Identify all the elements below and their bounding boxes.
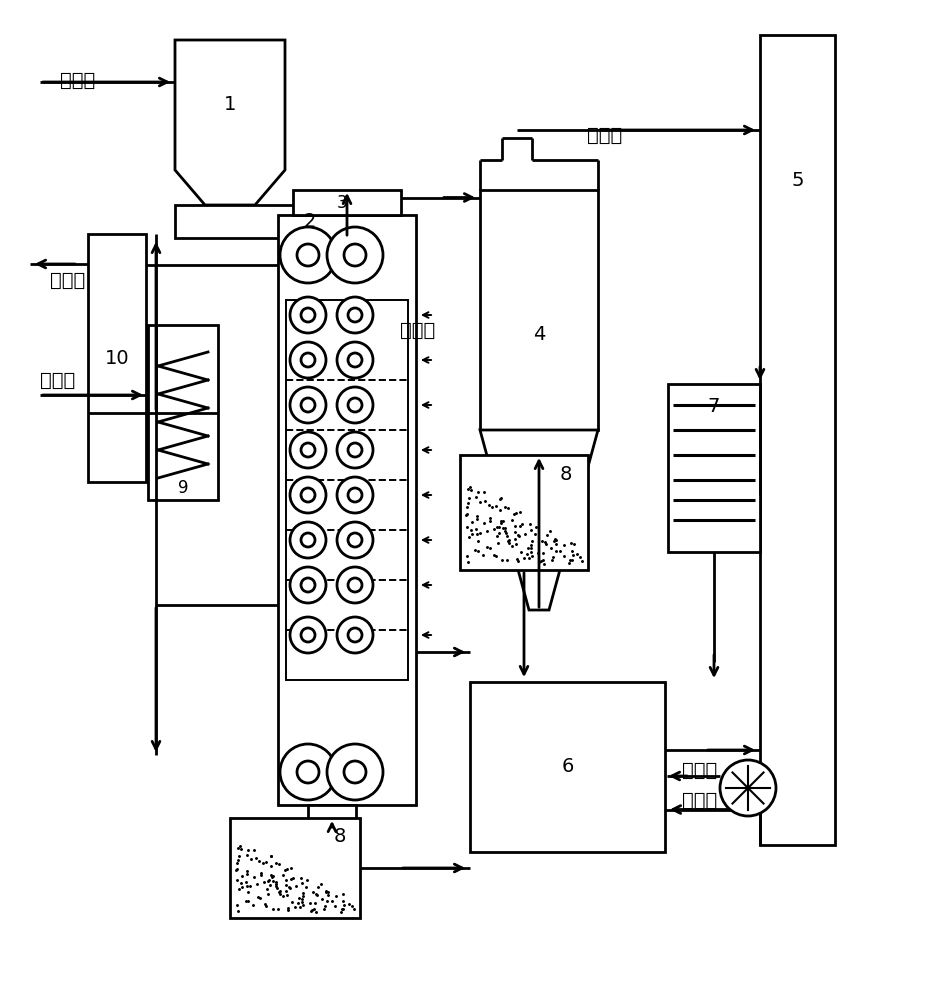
Bar — [88, 234, 146, 482]
Bar — [230, 818, 360, 918]
Circle shape — [301, 533, 315, 547]
Bar — [668, 384, 760, 552]
Bar — [480, 190, 598, 430]
Text: 冷空气: 冷空气 — [40, 370, 76, 389]
Circle shape — [337, 297, 373, 333]
Circle shape — [348, 443, 362, 457]
Circle shape — [301, 308, 315, 322]
Circle shape — [290, 522, 326, 558]
Polygon shape — [480, 430, 598, 610]
Text: 6: 6 — [561, 758, 573, 776]
Circle shape — [301, 353, 315, 367]
Circle shape — [348, 308, 362, 322]
Text: 5: 5 — [791, 171, 804, 190]
Circle shape — [344, 244, 366, 266]
Circle shape — [337, 567, 373, 603]
Circle shape — [301, 578, 315, 592]
Text: 2: 2 — [304, 212, 317, 231]
Text: 热烟气: 热烟气 — [401, 320, 435, 340]
Circle shape — [297, 761, 319, 783]
Circle shape — [280, 744, 336, 800]
Bar — [470, 682, 665, 852]
Circle shape — [348, 628, 362, 642]
Circle shape — [337, 522, 373, 558]
Circle shape — [301, 443, 315, 457]
Bar — [720, 480, 760, 510]
Text: 10: 10 — [105, 349, 129, 367]
Text: 热空气: 热空气 — [683, 790, 717, 810]
Text: 7: 7 — [708, 396, 720, 416]
Circle shape — [327, 744, 383, 800]
Circle shape — [290, 432, 326, 468]
Bar — [293, 190, 401, 215]
Bar — [760, 35, 835, 845]
Polygon shape — [175, 40, 285, 205]
Text: 热解气: 热解气 — [587, 125, 623, 144]
Circle shape — [301, 488, 315, 502]
Text: 可燃气: 可燃气 — [683, 760, 717, 780]
Circle shape — [290, 387, 326, 423]
Circle shape — [301, 628, 315, 642]
Text: 3: 3 — [336, 194, 347, 212]
Text: 9: 9 — [177, 479, 189, 497]
Circle shape — [290, 342, 326, 378]
Circle shape — [301, 398, 315, 412]
Circle shape — [337, 432, 373, 468]
Circle shape — [337, 617, 373, 653]
Text: 8: 8 — [559, 466, 573, 485]
Circle shape — [290, 477, 326, 513]
Circle shape — [327, 227, 383, 283]
Circle shape — [337, 387, 373, 423]
Bar — [148, 325, 218, 500]
Circle shape — [280, 227, 336, 283]
Bar — [278, 215, 416, 805]
Text: 4: 4 — [532, 324, 545, 344]
Circle shape — [348, 533, 362, 547]
Circle shape — [348, 578, 362, 592]
Circle shape — [297, 244, 319, 266]
Bar — [286, 300, 408, 680]
Circle shape — [337, 342, 373, 378]
Circle shape — [337, 477, 373, 513]
Bar — [308, 805, 356, 830]
Circle shape — [348, 488, 362, 502]
Circle shape — [290, 297, 326, 333]
Text: 冷烟气: 冷烟气 — [50, 270, 86, 290]
Text: 生物质: 生物质 — [61, 70, 95, 90]
Text: 1: 1 — [224, 96, 236, 114]
Bar — [175, 205, 400, 238]
Circle shape — [344, 761, 366, 783]
Circle shape — [348, 398, 362, 412]
Circle shape — [348, 353, 362, 367]
Bar — [460, 455, 588, 570]
Circle shape — [290, 617, 326, 653]
Text: 8: 8 — [333, 826, 347, 846]
Circle shape — [290, 567, 326, 603]
Circle shape — [720, 760, 776, 816]
